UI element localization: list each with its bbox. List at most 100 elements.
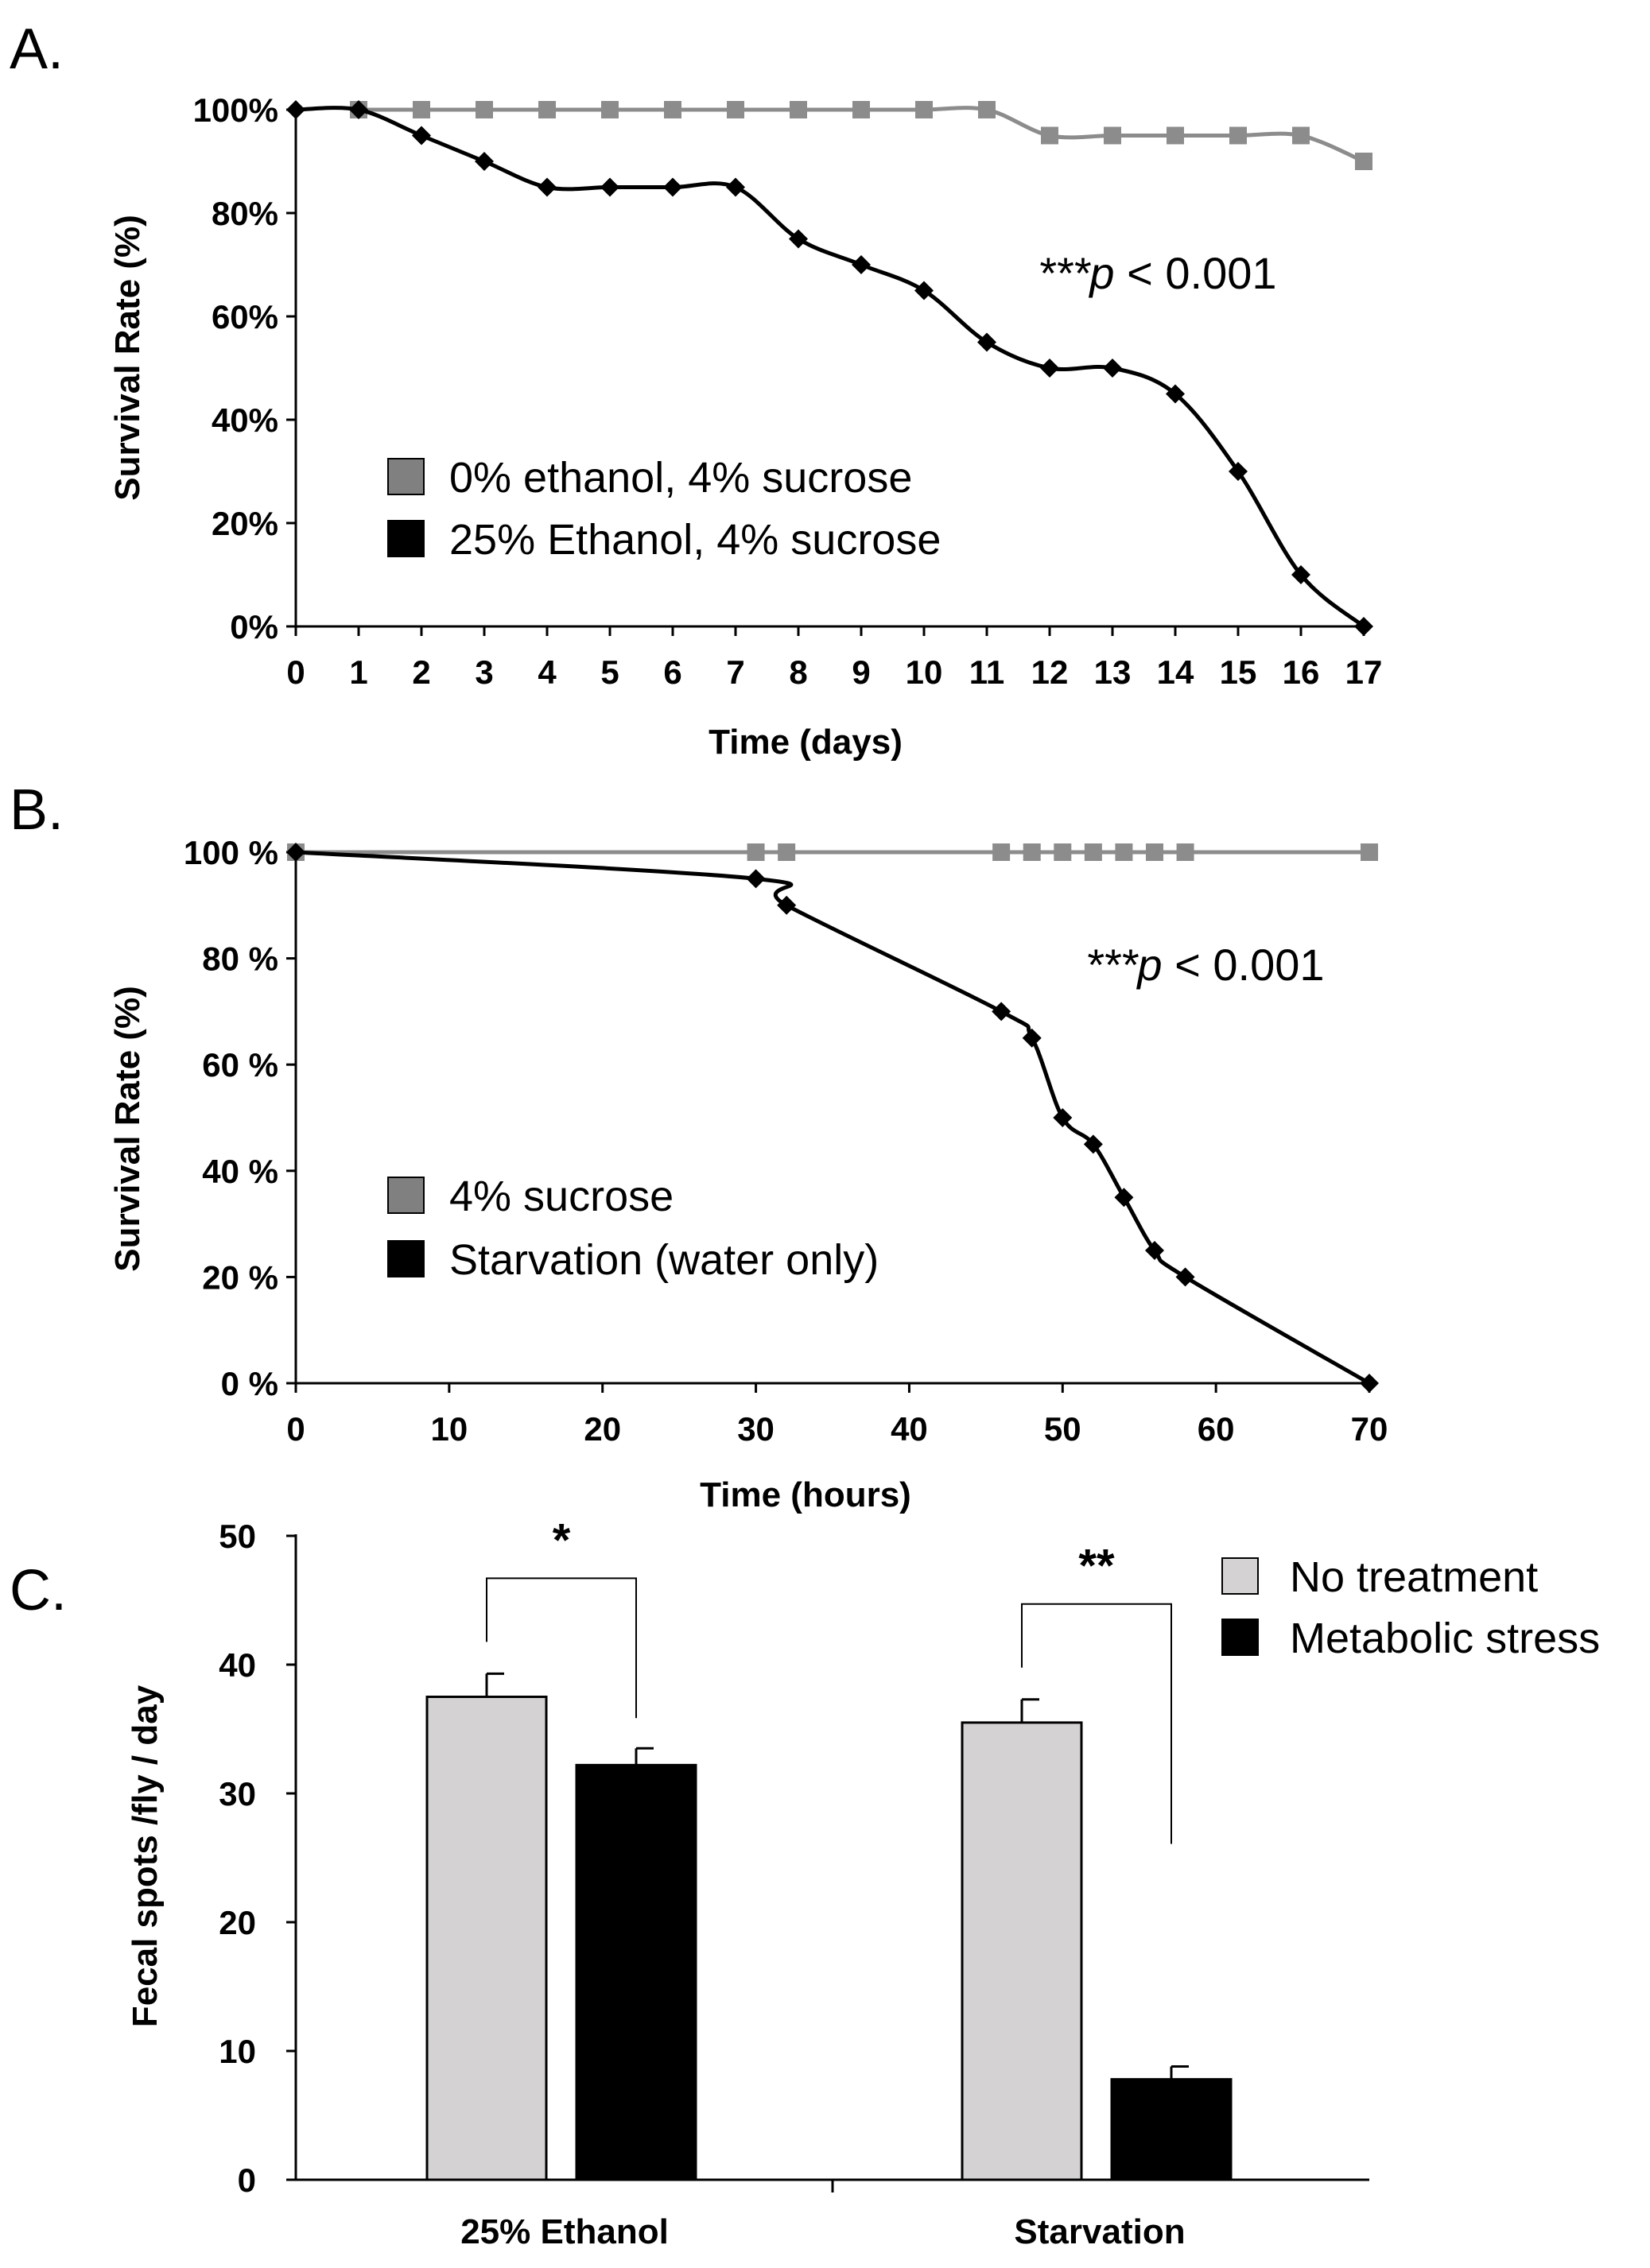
panel-b-y-label: Survival Rate (%) [108, 986, 147, 1271]
panel-b-p-symbol: p [1136, 940, 1162, 990]
panel-b: B. Survival Rate (%) Time (hours) 0 % 20 … [10, 778, 1388, 1514]
c-y-tick-label: 50 [219, 1518, 256, 1555]
b-x-tick-label: 20 [584, 1410, 621, 1448]
panel-c-legend-label-2: Metabolic stress [1290, 1615, 1600, 1662]
panel-a-p-value: ***p < 0.001 [1038, 248, 1277, 298]
a-y-tick-label: 60% [212, 298, 278, 335]
panel-a-p-stars: *** [1038, 248, 1092, 298]
b-y-tick-label: 100 % [184, 834, 278, 871]
bar-2-2 [1110, 2078, 1233, 2181]
significance-bracket-2 [1021, 1603, 1172, 1844]
panel-b-x-label: Time (hours) [700, 1475, 911, 1514]
a-x-tick-label: 12 [1031, 653, 1069, 691]
significance-star-1: * [553, 1514, 571, 1566]
a-series-2-marker [538, 177, 557, 197]
legend-swatch-black [387, 520, 425, 557]
b-series-2-marker [1360, 1374, 1379, 1393]
panel-c: C. Fecal spots /fly / day 0 10 20 30 40 50 * *… [10, 1514, 1600, 2251]
panel-a-p-text: < 0.001 [1115, 248, 1277, 298]
panel-b-p-stars: *** [1085, 940, 1139, 990]
b-series-1-marker [1176, 843, 1194, 861]
panel-a-y-ticks: 0% 20% 40% 60% 80% 100% [193, 91, 296, 646]
panel-c-category-label-2: Starvation [1014, 2212, 1185, 2251]
panel-a-letter: A. [10, 17, 64, 81]
panel-a-y-label: Survival Rate (%) [108, 215, 147, 500]
a-series-2-marker [412, 126, 431, 145]
legend-swatch-light-gray [1221, 1557, 1259, 1595]
panel-a-legend-label-1: 0% ethanol, 4% sucrose [449, 454, 912, 502]
panel-b-x-ticks: 0 10 20 30 40 50 60 70 [286, 1383, 1388, 1448]
a-x-tick-label: 11 [969, 653, 1004, 691]
b-series-2-marker [1022, 1028, 1042, 1048]
c-y-tick-label: 20 [219, 1904, 256, 1941]
panel-a-series [286, 100, 1373, 636]
c-y-tick-label: 0 [238, 2161, 256, 2199]
panel-a-x-label: Time (days) [709, 723, 903, 762]
a-x-tick-label: 16 [1283, 653, 1320, 691]
panel-c-bars: * ** [425, 1514, 1233, 2181]
panel-a-legend-label-2: 25% Ethanol, 4% sucrose [449, 516, 941, 564]
panel-c-y-label: Fecal spots /fly / day [126, 1685, 165, 2027]
b-x-tick-label: 0 [286, 1410, 305, 1448]
b-series-1-marker [747, 843, 765, 861]
panel-a-p-symbol: p [1088, 248, 1114, 298]
c-y-tick-label: 40 [219, 1646, 256, 1684]
a-series-1-marker [1167, 126, 1184, 145]
bar-1-1 [425, 1696, 548, 2181]
panel-c-letter: C. [10, 1559, 67, 1622]
b-series-2-marker [1145, 1241, 1164, 1260]
a-series-2-marker [789, 229, 808, 249]
b-series-2-marker [992, 1002, 1011, 1022]
legend-swatch-gray [387, 1177, 425, 1214]
a-series-1-marker [790, 101, 807, 118]
c-y-tick-label: 10 [219, 2033, 256, 2070]
b-y-tick-label: 40 % [202, 1153, 278, 1190]
a-series-1-marker [538, 101, 556, 118]
b-series-1-marker [1146, 843, 1163, 861]
a-x-tick-label: 5 [600, 653, 619, 691]
legend-swatch-black [1221, 1619, 1259, 1656]
a-series-2-marker [286, 100, 305, 119]
a-y-tick-label: 20% [212, 505, 278, 542]
c-y-tick-label: 30 [219, 1775, 256, 1812]
panel-b-y-ticks: 0 % 20 % 40 % 60 % 80 % 100 % [184, 834, 296, 1402]
a-series-2-marker [1354, 617, 1373, 636]
a-y-tick-label: 0% [230, 608, 278, 646]
a-series-1-marker [413, 101, 430, 118]
panel-c-category-label-1: 25% Ethanol [460, 2212, 669, 2251]
a-series-2-marker [1103, 359, 1122, 378]
a-series-1-marker [1229, 126, 1247, 145]
panel-b-p-value: ***p < 0.001 [1085, 940, 1325, 990]
a-series-1-marker [601, 101, 619, 118]
a-x-tick-label: 13 [1094, 653, 1132, 691]
panel-b-series [286, 843, 1379, 1393]
b-series-1-marker [1084, 843, 1102, 861]
a-y-tick-label: 40% [212, 401, 278, 439]
b-y-tick-label: 80 % [202, 940, 278, 978]
b-series-1-marker [1054, 843, 1072, 861]
panel-c-legend: No treatment Metabolic stress [1221, 1553, 1600, 1662]
a-x-tick-label: 9 [852, 653, 870, 691]
bar-2-1 [961, 1721, 1083, 2181]
b-x-tick-label: 70 [1351, 1410, 1388, 1448]
a-series-1-marker [1292, 126, 1310, 145]
legend-swatch-gray [387, 458, 425, 495]
panel-b-legend: 4% sucrose Starvation (water only) [387, 1173, 879, 1284]
a-x-tick-label: 4 [538, 653, 557, 691]
b-series-1-marker [1023, 843, 1041, 861]
panel-b-letter: B. [10, 778, 64, 842]
a-series-2-marker [914, 281, 934, 300]
a-series-1-marker [852, 101, 870, 118]
b-series-1-marker [1115, 843, 1133, 861]
b-series-2-marker [1053, 1108, 1073, 1127]
panel-a: A. Survival Rate (%) Time (days) 0%20%40… [10, 17, 1382, 762]
a-series-1-marker [664, 101, 681, 118]
a-x-tick-label: 0 [286, 653, 305, 691]
a-x-tick-label: 6 [663, 653, 681, 691]
b-series-2-marker [1083, 1134, 1103, 1154]
b-y-tick-label: 60 % [202, 1046, 278, 1084]
b-x-tick-label: 10 [430, 1410, 468, 1448]
a-series-2-marker [852, 255, 871, 274]
a-x-tick-label: 14 [1157, 653, 1194, 691]
